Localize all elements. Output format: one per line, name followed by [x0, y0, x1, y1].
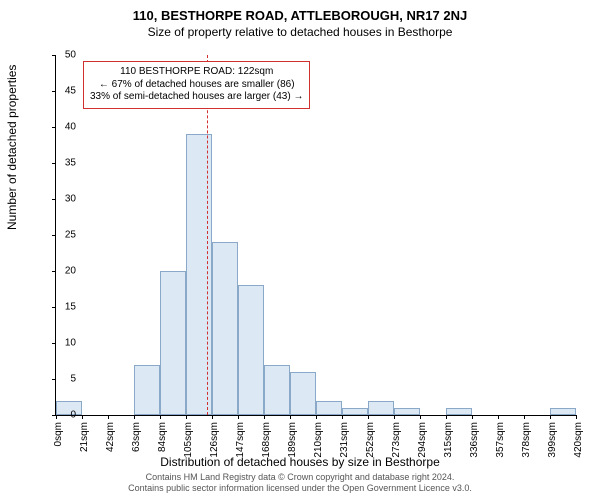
annotation-line1: 110 BESTHORPE ROAD: 122sqm: [90, 66, 303, 79]
xtick-mark: [160, 415, 161, 419]
xtick-mark: [108, 415, 109, 419]
histogram-bar: [290, 372, 316, 415]
xtick-mark: [82, 415, 83, 419]
histogram-bar: [446, 408, 472, 415]
ytick-label: 45: [65, 86, 76, 97]
footer-text: Contains HM Land Registry data © Crown c…: [0, 472, 600, 494]
xtick-mark: [446, 415, 447, 419]
xtick-label: 336sqm: [469, 422, 480, 458]
xtick-label: 399sqm: [547, 422, 558, 458]
ytick-mark: [52, 127, 56, 128]
x-axis-label: Distribution of detached houses by size …: [0, 455, 600, 469]
xtick-label: 273sqm: [391, 422, 402, 458]
ytick-label: 25: [65, 230, 76, 241]
histogram-bar: [186, 134, 212, 415]
histogram-bar: [550, 408, 576, 415]
xtick-label: 84sqm: [157, 422, 168, 452]
xtick-mark: [368, 415, 369, 419]
xtick-label: 252sqm: [365, 422, 376, 458]
xtick-mark: [524, 415, 525, 419]
xtick-label: 315sqm: [443, 422, 454, 458]
xtick-label: 378sqm: [521, 422, 532, 458]
histogram-bar: [238, 285, 264, 415]
annotation-box: 110 BESTHORPE ROAD: 122sqm ← 67% of deta…: [83, 61, 310, 109]
ytick-mark: [52, 379, 56, 380]
ytick-label: 40: [65, 122, 76, 133]
xtick-label: 42sqm: [105, 422, 116, 452]
xtick-mark: [394, 415, 395, 419]
xtick-mark: [472, 415, 473, 419]
histogram-bar: [212, 242, 238, 415]
xtick-mark: [134, 415, 135, 419]
xtick-mark: [342, 415, 343, 419]
histogram-bar: [368, 401, 394, 415]
xtick-label: 105sqm: [183, 422, 194, 458]
xtick-mark: [56, 415, 57, 419]
xtick-label: 126sqm: [209, 422, 220, 458]
ytick-mark: [52, 163, 56, 164]
xtick-label: 231sqm: [339, 422, 350, 458]
histogram-bar: [316, 401, 342, 415]
xtick-label: 63sqm: [131, 422, 142, 452]
ytick-label: 15: [65, 302, 76, 313]
reference-line: [207, 55, 208, 415]
ytick-label: 5: [70, 374, 76, 385]
ytick-label: 50: [65, 50, 76, 61]
xtick-label: 420sqm: [573, 422, 584, 458]
xtick-mark: [212, 415, 213, 419]
xtick-mark: [498, 415, 499, 419]
xtick-mark: [550, 415, 551, 419]
xtick-label: 147sqm: [235, 422, 246, 458]
annotation-line3: 33% of semi-detached houses are larger (…: [90, 91, 303, 104]
annotation-line2: ← 67% of detached houses are smaller (86…: [90, 79, 303, 92]
ytick-label: 35: [65, 158, 76, 169]
ytick-mark: [52, 271, 56, 272]
histogram-bar: [56, 401, 82, 415]
xtick-label: 21sqm: [79, 422, 90, 452]
xtick-label: 357sqm: [495, 422, 506, 458]
xtick-label: 168sqm: [261, 422, 272, 458]
xtick-label: 294sqm: [417, 422, 428, 458]
histogram-bar: [342, 408, 368, 415]
chart-subtitle: Size of property relative to detached ho…: [0, 23, 600, 39]
xtick-mark: [420, 415, 421, 419]
ytick-mark: [52, 199, 56, 200]
histogram-bar: [394, 408, 420, 415]
xtick-mark: [264, 415, 265, 419]
y-axis-label: Number of detached properties: [5, 65, 19, 230]
histogram-bar: [134, 365, 160, 415]
xtick-mark: [316, 415, 317, 419]
ytick-mark: [52, 55, 56, 56]
footer-line1: Contains HM Land Registry data © Crown c…: [0, 472, 600, 483]
ytick-mark: [52, 343, 56, 344]
xtick-label: 189sqm: [287, 422, 298, 458]
ytick-label: 10: [65, 338, 76, 349]
chart-container: 110, BESTHORPE ROAD, ATTLEBOROUGH, NR17 …: [0, 0, 600, 500]
histogram-bar: [160, 271, 186, 415]
xtick-label: 0sqm: [53, 422, 64, 446]
ytick-label: 30: [65, 194, 76, 205]
ytick-mark: [52, 235, 56, 236]
chart-area: 0sqm21sqm42sqm63sqm84sqm105sqm126sqm147s…: [55, 55, 575, 415]
xtick-mark: [238, 415, 239, 419]
ytick-label: 20: [65, 266, 76, 277]
histogram-bar: [264, 365, 290, 415]
plot-region: 0sqm21sqm42sqm63sqm84sqm105sqm126sqm147s…: [55, 55, 576, 416]
chart-title: 110, BESTHORPE ROAD, ATTLEBOROUGH, NR17 …: [0, 0, 600, 23]
ytick-label: 0: [70, 410, 76, 421]
ytick-mark: [52, 307, 56, 308]
xtick-mark: [290, 415, 291, 419]
xtick-mark: [576, 415, 577, 419]
xtick-mark: [186, 415, 187, 419]
footer-line2: Contains public sector information licen…: [0, 483, 600, 494]
xtick-label: 210sqm: [313, 422, 324, 458]
ytick-mark: [52, 91, 56, 92]
